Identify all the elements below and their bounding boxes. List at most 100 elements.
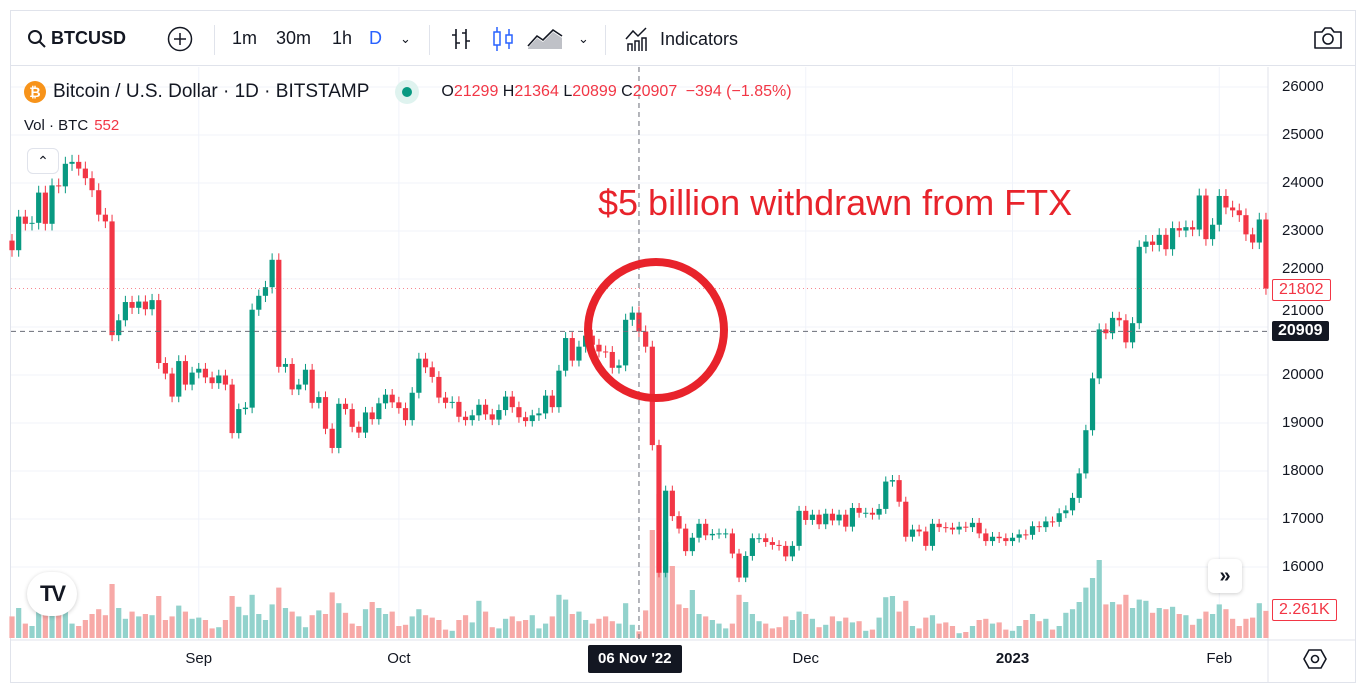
volume-bar [362, 609, 369, 638]
candle-body [1263, 219, 1269, 289]
volume-bar [449, 630, 455, 638]
volume-bar [89, 614, 95, 638]
volume-bar [1009, 630, 1016, 638]
chart-settings-button[interactable] [1303, 648, 1327, 675]
volume-bar [416, 609, 422, 638]
tradingview-logo[interactable]: TV [27, 572, 77, 616]
candle-body [1176, 228, 1182, 231]
candle-body [342, 403, 349, 410]
volume-bar [843, 617, 849, 638]
volume-bar [289, 611, 295, 638]
volume-bar [723, 628, 729, 638]
volume-bar [329, 592, 335, 638]
candle-body [96, 190, 102, 215]
chart-type-dropdown-chevron-icon[interactable]: ⌄ [578, 31, 589, 46]
volume-bar [583, 620, 589, 638]
interval-1h[interactable]: 1h [332, 28, 353, 48]
volume-bar [1096, 560, 1102, 638]
candle-body [896, 480, 902, 502]
volume-bar [1203, 611, 1209, 638]
candle-body [823, 513, 829, 525]
volume-bar [1069, 609, 1076, 638]
last-price-badge: 21802 [1272, 279, 1331, 301]
candle-body [703, 523, 709, 536]
volume-bar [209, 628, 215, 638]
candle-body [876, 508, 882, 515]
candle-body [616, 365, 622, 368]
volume-bar [676, 604, 682, 638]
candle-body [596, 344, 602, 352]
candle-body [949, 527, 956, 530]
volume-bar [216, 627, 222, 638]
ohlc-values: O21299 H21364 L20899 C20907 −394 (−1.85%… [441, 83, 792, 100]
ftx-annotation-text[interactable]: $5 billion withdrawn from FTX [598, 182, 1073, 223]
candle-body [522, 417, 529, 422]
volume-bar [1216, 604, 1222, 638]
candle-body [102, 214, 108, 222]
change-value: −394 (−1.85%) [685, 83, 792, 100]
price-tick-label: 19000 [1282, 414, 1324, 431]
interval-d[interactable]: D [369, 28, 382, 48]
candle-body [1056, 513, 1062, 522]
candle-body [1076, 473, 1082, 498]
volume-bar [396, 626, 402, 638]
volume-bar [1169, 606, 1176, 638]
symbol-search-button[interactable]: BTCUSD [27, 28, 126, 49]
volume-bar [296, 616, 302, 638]
volume-bar [1023, 620, 1029, 638]
candle-body [369, 412, 375, 420]
interval-dropdown-chevron-icon[interactable]: ⌄ [400, 31, 411, 46]
volume-bar [983, 618, 989, 638]
volume-bar [916, 628, 922, 638]
candle-body [262, 287, 269, 296]
candle-body [743, 555, 749, 578]
volume-bar [969, 626, 976, 638]
collapse-legend-button[interactable]: ⌃ [27, 148, 59, 174]
candle-body [289, 363, 295, 390]
volume-bar [409, 616, 415, 638]
candle-body [422, 358, 429, 368]
screenshot-button[interactable] [1312, 25, 1344, 56]
candle-body [122, 302, 128, 321]
volume-bar [1176, 614, 1182, 638]
interval-30m[interactable]: 30m [276, 28, 312, 48]
volume-bar [149, 615, 155, 638]
candle-body [909, 529, 916, 537]
bars-chart-type-button[interactable] [449, 27, 473, 56]
candles-chart-type-button[interactable] [491, 26, 515, 57]
divider [214, 25, 215, 55]
volume-bar [683, 608, 689, 638]
area-chart-type-button[interactable] [527, 28, 563, 55]
volume-bar [923, 617, 929, 638]
compare-symbol-button[interactable] [167, 26, 193, 57]
candle-body [56, 185, 62, 187]
volume-bar [1123, 594, 1129, 638]
candle-body [903, 501, 909, 537]
price-tick-label: 22000 [1282, 260, 1324, 277]
volume-bar [1016, 626, 1022, 638]
candle-body [382, 394, 389, 404]
candle-body [76, 161, 82, 169]
indicators-button[interactable]: Indicators [624, 25, 738, 53]
volume-bar [62, 604, 68, 638]
volume-bar [1163, 609, 1169, 638]
market-status-icon[interactable] [395, 80, 420, 104]
volume-bar [462, 615, 469, 638]
candle-body [1243, 215, 1249, 235]
volume-bar [589, 623, 595, 638]
scroll-to-realtime-button[interactable]: » [1208, 559, 1242, 593]
candle-body [623, 319, 629, 366]
candle-body [549, 395, 555, 408]
volume-bar [222, 620, 229, 638]
volume-bar [703, 616, 709, 638]
time-tick-label: Oct [387, 650, 411, 667]
volume-bar [596, 618, 602, 638]
plus-circle-icon [167, 26, 193, 52]
price-tick-label: 26000 [1282, 78, 1324, 95]
interval-1m[interactable]: 1m [232, 28, 258, 48]
candle-body [1250, 234, 1256, 243]
candle-body [62, 163, 68, 187]
volume-bar [429, 617, 435, 638]
time-tick-label: Feb [1206, 650, 1233, 667]
